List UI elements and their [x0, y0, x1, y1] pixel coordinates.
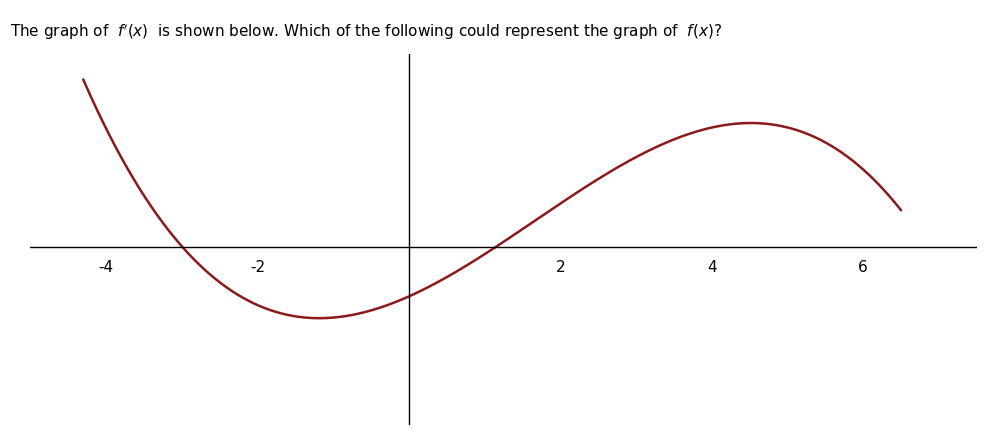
Text: 6: 6	[858, 260, 868, 275]
Text: -4: -4	[99, 260, 114, 275]
Text: -2: -2	[250, 260, 265, 275]
Text: The graph of  $f'(x)$  is shown below. Which of the following could represent th: The graph of $f'(x)$ is shown below. Whi…	[10, 22, 722, 42]
Text: 2: 2	[556, 260, 565, 275]
Text: 4: 4	[707, 260, 717, 275]
